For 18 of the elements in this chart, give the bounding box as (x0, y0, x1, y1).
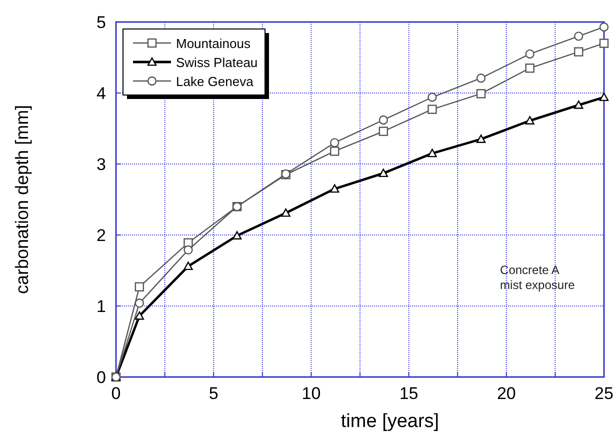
x-tick-label: 0 (111, 384, 121, 403)
y-tick-label: 2 (96, 226, 106, 245)
y-tick-label: 3 (96, 155, 106, 174)
legend-label: Swiss Plateau (176, 55, 258, 70)
x-tick-label: 10 (302, 384, 321, 403)
y-tick-label: 1 (96, 297, 106, 316)
x-tick-label: 20 (496, 384, 516, 403)
y-tick-label: 4 (96, 84, 106, 103)
legend-label: Mountainous (176, 36, 251, 51)
y-axis-title: carbonation depth [mm] (12, 104, 32, 294)
x-axis-title: time [years] (340, 411, 440, 432)
x-tick-label: 15 (399, 384, 418, 403)
x-tick-label: 5 (208, 384, 218, 403)
legend-label: Lake Geneva (176, 74, 254, 89)
x-tick-label: 25 (594, 384, 614, 403)
y-tick-label: 5 (96, 13, 106, 32)
annotation: Concrete A mist exposure (500, 263, 576, 292)
y-tick-label: 0 (96, 368, 106, 387)
